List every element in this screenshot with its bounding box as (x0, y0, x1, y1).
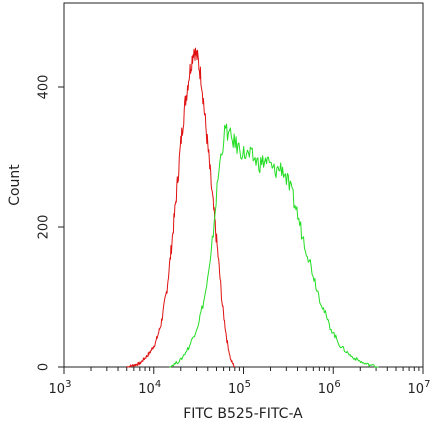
x-axis: 103 104 105 106 107 (49, 367, 431, 397)
x-tick-label: 104 (138, 379, 161, 397)
y-tick-label: 0 (37, 363, 52, 371)
y-tick-label: 200 (37, 215, 52, 240)
plot-frame (63, 2, 424, 368)
x-tick-label: 103 (49, 379, 72, 397)
series-layer (126, 47, 379, 368)
y-axis-label: Count (7, 164, 23, 206)
x-tick-label: 106 (318, 379, 341, 397)
y-tick-label: 400 (37, 75, 52, 100)
histogram-series-line (169, 123, 379, 368)
x-axis-label: FITC B525-FITC-A (183, 406, 303, 422)
y-axis: 0 200 400 (37, 75, 64, 371)
x-tick-label: 105 (228, 379, 251, 397)
x-tick-label: 107 (408, 379, 431, 397)
histogram-series-line (126, 47, 236, 368)
